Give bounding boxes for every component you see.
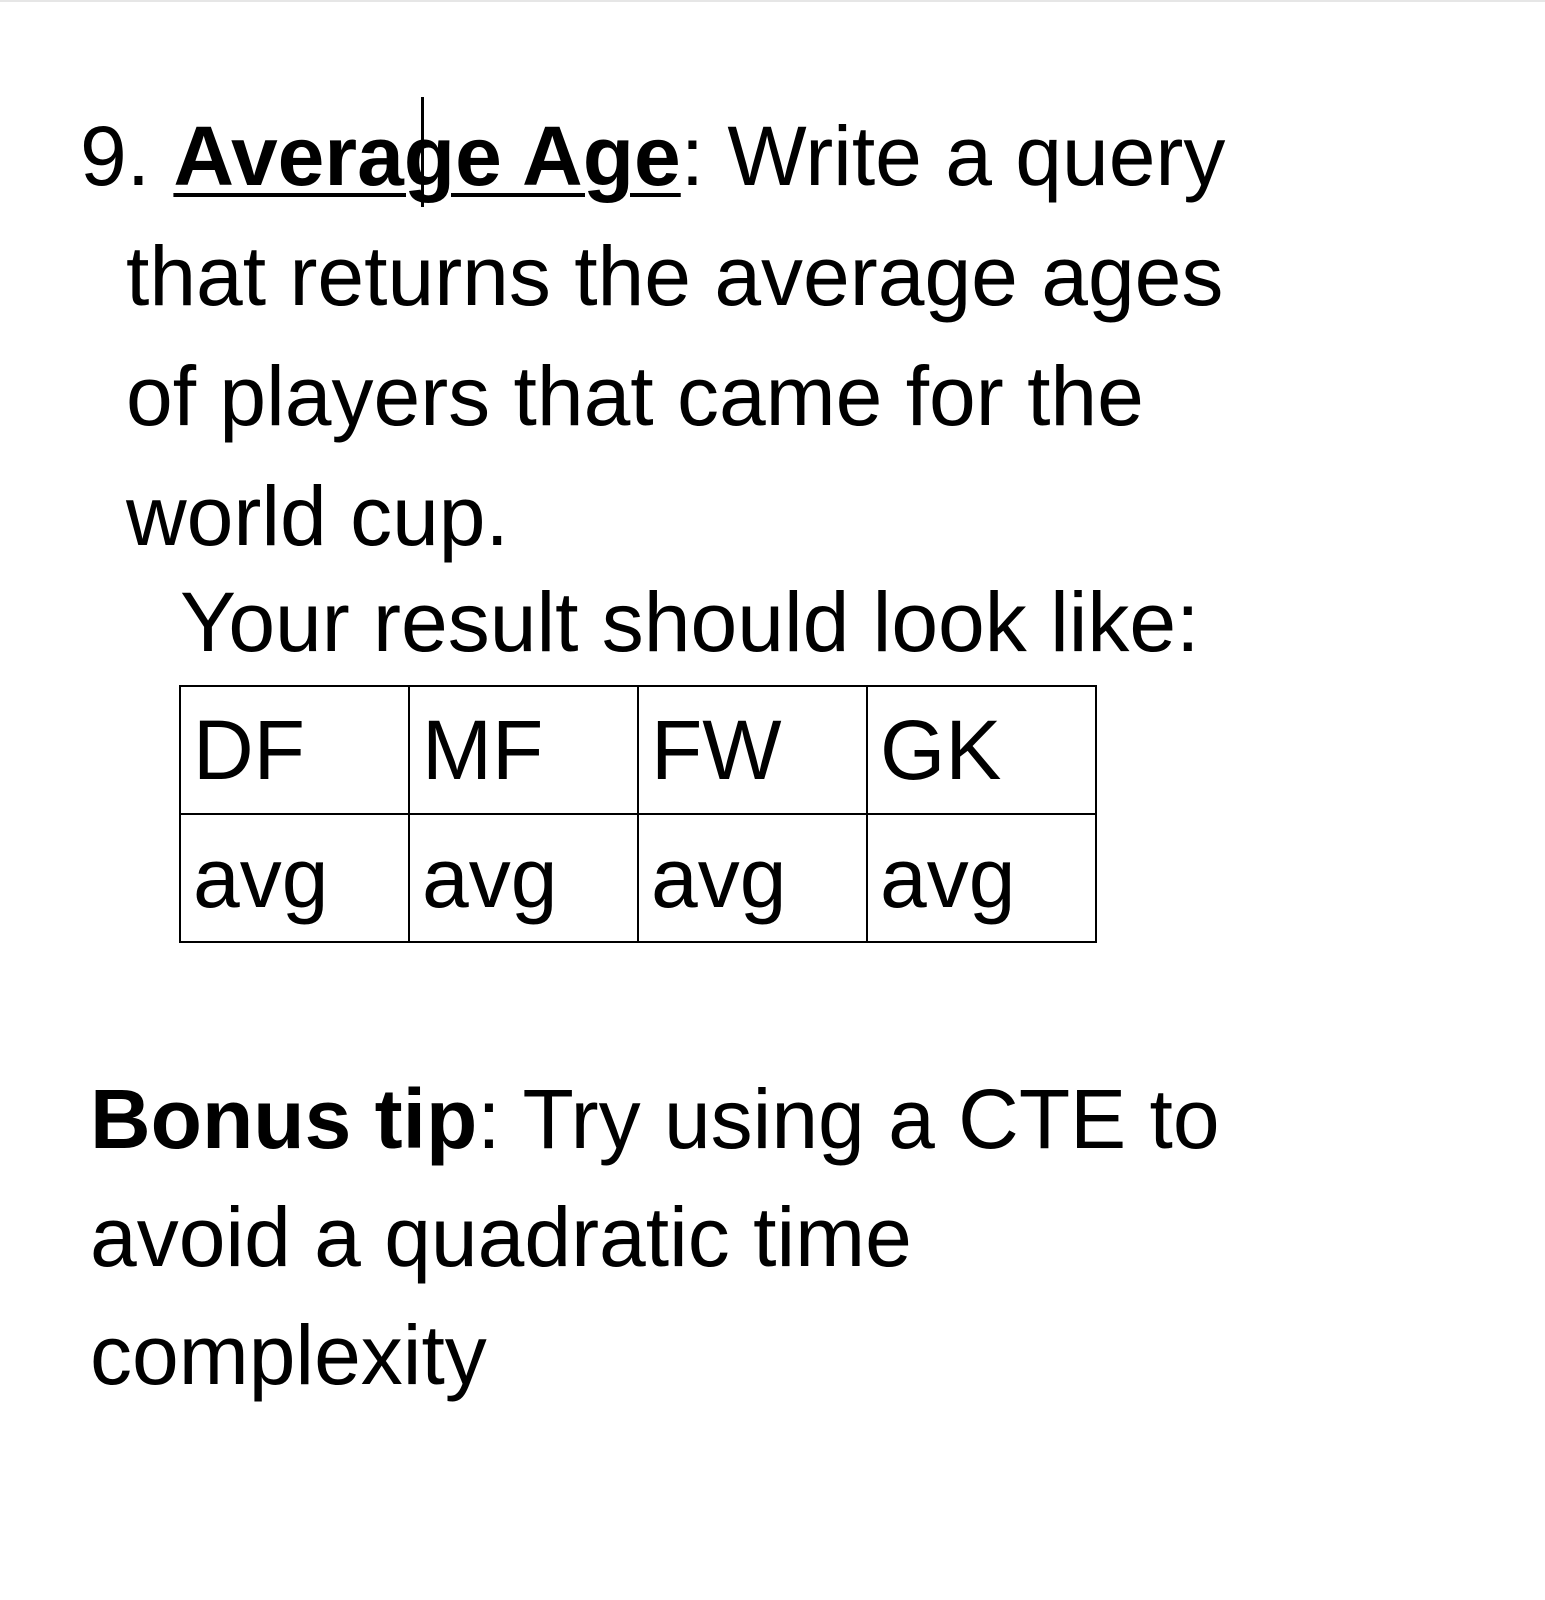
- document-top-border: [0, 0, 1545, 2]
- bonus-title-colon: :: [477, 1072, 500, 1166]
- value-cell-df[interactable]: avg: [180, 814, 409, 942]
- question-line-1: 9. Average Age: Write a query: [80, 96, 1380, 216]
- result-value-row: avg avg avg avg: [180, 814, 1096, 942]
- question-line-1-text: Write a query: [727, 109, 1225, 203]
- result-label: Your result should look like:: [180, 572, 1199, 672]
- bonus-tip-block: Bonus tip: Try using a CTE to avoid a qu…: [90, 1060, 1390, 1414]
- question-block: 9. Average Age: Write a query that retur…: [80, 96, 1380, 576]
- question-line-3: of players that came for the: [80, 336, 1380, 456]
- bonus-line-1-text: Try using a CTE to: [522, 1072, 1219, 1166]
- question-number: 9.: [80, 109, 150, 203]
- question-line-4: world cup.: [80, 456, 1380, 576]
- bonus-line-2: avoid a quadratic time: [90, 1178, 1390, 1296]
- value-cell-fw[interactable]: avg: [638, 814, 867, 942]
- bonus-line-3: complexity: [90, 1296, 1390, 1414]
- bonus-title: Bonus tip: [90, 1072, 477, 1166]
- question-title-colon: :: [681, 109, 704, 203]
- value-cell-mf[interactable]: avg: [409, 814, 638, 942]
- text-cursor: [421, 97, 424, 207]
- question-title[interactable]: Average Age: [173, 109, 680, 203]
- question-line-2: that returns the average ages: [80, 216, 1380, 336]
- header-cell-fw[interactable]: FW: [638, 686, 867, 814]
- header-cell-mf[interactable]: MF: [409, 686, 638, 814]
- value-cell-gk[interactable]: avg: [867, 814, 1096, 942]
- bonus-line-1: Bonus tip: Try using a CTE to: [90, 1060, 1390, 1178]
- header-cell-gk[interactable]: GK: [867, 686, 1096, 814]
- result-table: DF MF FW GK avg avg avg avg: [179, 685, 1097, 943]
- header-cell-df[interactable]: DF: [180, 686, 409, 814]
- result-header-row: DF MF FW GK: [180, 686, 1096, 814]
